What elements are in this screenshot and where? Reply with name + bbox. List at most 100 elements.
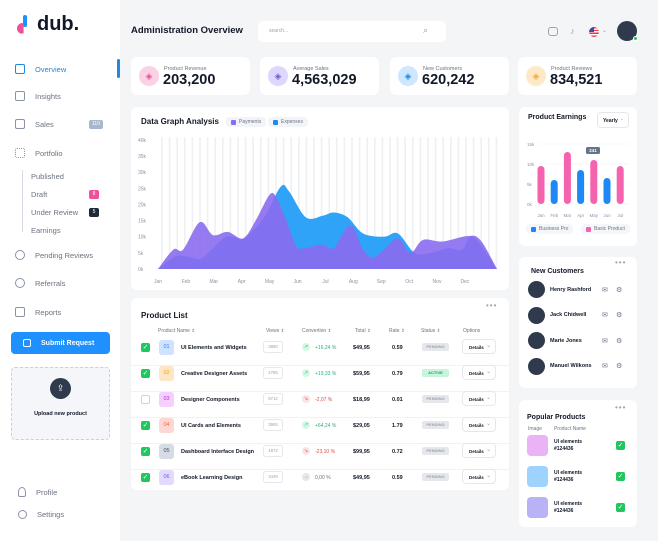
sidebar-item-referrals[interactable]: Referrals bbox=[15, 276, 115, 290]
gear-icon[interactable]: ⚙ bbox=[616, 286, 623, 294]
conversion-value: +64,24 % bbox=[315, 423, 337, 429]
row-checkbox[interactable]: ✓ bbox=[141, 369, 150, 378]
x-tick-label: Mar bbox=[564, 213, 572, 218]
product-image bbox=[527, 435, 548, 456]
mail-icon[interactable]: ✉ bbox=[602, 363, 608, 370]
avatar bbox=[528, 281, 545, 298]
column-header[interactable]: Rate ⇕ bbox=[389, 328, 405, 334]
us-flag-icon[interactable] bbox=[589, 27, 599, 37]
row-number: 01 bbox=[159, 340, 174, 355]
details-dropdown[interactable]: Details ⌄ bbox=[462, 339, 496, 354]
row-checkbox[interactable]: ✓ bbox=[141, 473, 150, 482]
popular-product-item: UI elements #124436 ✓ bbox=[527, 497, 637, 518]
sidebar-item-profile[interactable]: Profile bbox=[18, 485, 118, 499]
product-name[interactable]: eBook Learning Design bbox=[181, 475, 243, 481]
legend-basic-product[interactable]: Basic Product bbox=[581, 224, 630, 234]
legend-payments[interactable]: Payments bbox=[226, 117, 267, 127]
period-select[interactable]: Yearly ⌄ bbox=[597, 112, 629, 128]
row-checkbox[interactable] bbox=[141, 395, 150, 404]
plus-square-icon bbox=[23, 339, 31, 347]
y-tick-label: 35k bbox=[138, 154, 147, 160]
sidebar-item-overview[interactable]: Overview bbox=[15, 62, 115, 76]
stat-card: ◈ New Customers 620,242 bbox=[390, 57, 509, 95]
sort-icon: ⇕ bbox=[191, 328, 196, 333]
sidebar-sub-under-review[interactable]: Under Review bbox=[31, 208, 79, 217]
details-dropdown[interactable]: Details ⌄ bbox=[462, 469, 496, 484]
views-count: 9712 bbox=[263, 393, 283, 405]
status-badge: ACTIVE bbox=[422, 369, 449, 377]
details-dropdown[interactable]: Details ⌄ bbox=[462, 417, 496, 432]
customer-item: Marie Jones ✉ ⚙ bbox=[528, 332, 638, 349]
sidebar-item-pending-reviews[interactable]: Pending Reviews bbox=[15, 248, 115, 262]
user-avatar[interactable] bbox=[617, 21, 638, 41]
row-checkbox[interactable]: ✓ bbox=[141, 343, 150, 352]
legend-expenses[interactable]: Expenses bbox=[268, 117, 308, 127]
more-icon[interactable]: ••• bbox=[486, 301, 498, 310]
product-name[interactable]: UI Elements and Widgets bbox=[181, 345, 247, 351]
popular-products-card: ••• Popular Products Image Product Name … bbox=[519, 400, 637, 527]
chevron-down-icon: ⌄ bbox=[485, 473, 491, 479]
legend-business-pro[interactable]: Business Pro bbox=[526, 224, 574, 234]
x-tick-label: Feb bbox=[182, 279, 191, 285]
page-title: Administration Overview bbox=[131, 25, 243, 36]
more-icon[interactable]: ••• bbox=[615, 258, 627, 267]
mail-icon[interactable]: ✉ bbox=[602, 312, 608, 319]
column-header[interactable]: Product Name ⇕ bbox=[158, 328, 196, 334]
check-icon[interactable]: ✓ bbox=[616, 503, 625, 512]
sidebar-item-insights[interactable]: Insights bbox=[15, 89, 115, 103]
product-name[interactable]: Creative Designer Assets bbox=[181, 371, 248, 377]
status-badge: PENDING bbox=[422, 343, 449, 351]
sidebar-item-reports[interactable]: Reports bbox=[15, 305, 115, 319]
sidebar-item-settings[interactable]: Settings bbox=[18, 507, 118, 521]
column-header[interactable]: Status ⇕ bbox=[421, 328, 441, 334]
sidebar-sub-draft[interactable]: Draft bbox=[31, 190, 48, 199]
gear-icon[interactable]: ⚙ bbox=[616, 363, 623, 370]
row-checkbox[interactable]: ✓ bbox=[141, 447, 150, 456]
x-tick-label: Dec bbox=[460, 279, 469, 285]
details-dropdown[interactable]: Details ⌄ bbox=[462, 391, 496, 406]
customer-item: Jack Chidwell ✉ ⚙ bbox=[528, 306, 638, 324]
bell-icon[interactable]: ♪ bbox=[570, 26, 575, 36]
gear-icon[interactable]: ⚙ bbox=[616, 337, 623, 345]
status-badge: PENDING bbox=[422, 473, 449, 481]
status-badge: PENDING bbox=[422, 447, 449, 455]
column-header[interactable]: Total ⇕ bbox=[355, 328, 371, 334]
details-dropdown[interactable]: Details ⌄ bbox=[462, 443, 496, 458]
mail-icon[interactable]: ✉ bbox=[602, 286, 608, 294]
mail-icon[interactable]: ✉ bbox=[602, 337, 608, 345]
column-header[interactable]: Convertion ⇕ bbox=[302, 328, 332, 334]
table-row: ✓ 04 UI Cards and Elements 3993 ↗ +64,24… bbox=[131, 417, 509, 444]
trend-down-icon: ↘ bbox=[302, 395, 310, 403]
product-list-title: Product List bbox=[141, 311, 188, 320]
active-indicator bbox=[117, 59, 120, 78]
row-checkbox[interactable]: ✓ bbox=[141, 421, 150, 430]
product-name[interactable]: UI Cards and Elements bbox=[181, 423, 241, 429]
column-header[interactable]: Views ⇕ bbox=[266, 328, 285, 334]
sidebar-item-portfolio[interactable]: Portfolio bbox=[15, 146, 115, 160]
details-dropdown[interactable]: Details ⌄ bbox=[462, 365, 496, 380]
logo[interactable]: dub. bbox=[17, 13, 79, 36]
y-tick-label: 5k bbox=[527, 182, 533, 187]
search-input[interactable]: search... ⌕ bbox=[258, 21, 446, 42]
conversion-value: +16,24 % bbox=[315, 345, 337, 351]
check-icon[interactable]: ✓ bbox=[616, 441, 625, 450]
check-icon[interactable]: ✓ bbox=[616, 472, 625, 481]
sidebar-sub-published[interactable]: Published bbox=[31, 172, 64, 181]
more-icon[interactable]: ••• bbox=[615, 403, 627, 412]
chevron-down-icon: ⌄ bbox=[485, 447, 491, 453]
sidebar-sub-earnings[interactable]: Earnings bbox=[31, 226, 61, 235]
y-tick-label: 15k bbox=[138, 219, 147, 225]
product-name[interactable]: Dashboard Interface Design bbox=[181, 449, 255, 455]
layout-icon bbox=[15, 64, 25, 74]
upload-dropzone[interactable]: ⇪ Upload new product bbox=[11, 367, 110, 440]
chevron-down-icon[interactable]: ⌄ bbox=[602, 28, 608, 34]
gear-icon[interactable]: ⚙ bbox=[616, 312, 623, 319]
submit-request-button[interactable]: Submit Request bbox=[11, 332, 110, 354]
product-name[interactable]: Designer Components bbox=[181, 397, 240, 403]
message-icon[interactable] bbox=[548, 27, 558, 36]
column-header[interactable]: Options bbox=[463, 328, 481, 334]
sidebar-item-sales[interactable]: Sales bbox=[15, 117, 115, 131]
bar-may bbox=[590, 160, 598, 204]
rate-value: 0.59 bbox=[392, 345, 403, 351]
views-count: 3890 bbox=[263, 341, 283, 353]
